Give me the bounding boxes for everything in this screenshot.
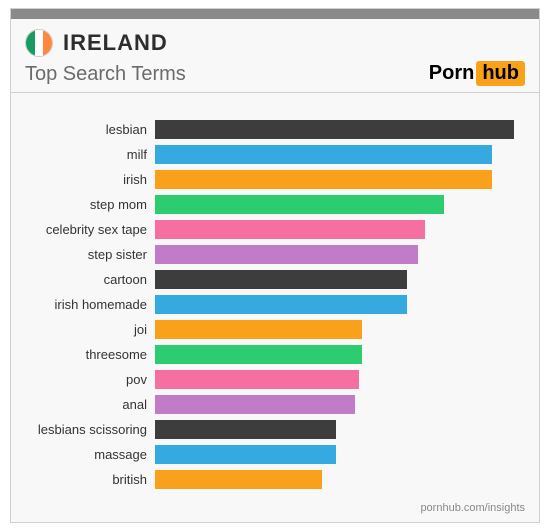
- chart-card: IRELAND Top Search Terms Porn hub lesbia…: [10, 8, 540, 523]
- flag-stripe-orange: [43, 30, 52, 56]
- bar-track: [155, 395, 525, 414]
- bar-row: british: [25, 467, 525, 492]
- bar-row: irish: [25, 167, 525, 192]
- chart-title: Top Search Terms: [25, 63, 186, 86]
- bar-fill: [155, 195, 444, 214]
- bar-label: cartoon: [25, 272, 155, 287]
- bar-fill: [155, 320, 362, 339]
- bar-fill: [155, 270, 407, 289]
- bar-track: [155, 195, 525, 214]
- bar-fill: [155, 245, 418, 264]
- bar-label: step sister: [25, 247, 155, 262]
- subheader: Top Search Terms Porn hub: [11, 61, 539, 92]
- bar-track: [155, 120, 525, 139]
- bar-label: step mom: [25, 197, 155, 212]
- bar-label: anal: [25, 397, 155, 412]
- bar-row: threesome: [25, 342, 525, 367]
- bar-track: [155, 270, 525, 289]
- bar-label: celebrity sex tape: [25, 222, 155, 237]
- bar-fill: [155, 470, 322, 489]
- bar-label: pov: [25, 372, 155, 387]
- bar-label: massage: [25, 447, 155, 462]
- bar-track: [155, 245, 525, 264]
- bar-fill: [155, 295, 407, 314]
- bar-label: lesbian: [25, 122, 155, 137]
- bar-track: [155, 470, 525, 489]
- bar-track: [155, 170, 525, 189]
- bar-fill: [155, 145, 492, 164]
- top-accent-bar: [11, 9, 539, 19]
- logo-text-2: hub: [476, 61, 525, 86]
- flag-stripe-green: [26, 30, 35, 56]
- bar-fill: [155, 170, 492, 189]
- bar-row: joi: [25, 317, 525, 342]
- bar-label: irish: [25, 172, 155, 187]
- bar-track: [155, 345, 525, 364]
- country-name: IRELAND: [63, 30, 168, 56]
- bar-fill: [155, 420, 336, 439]
- bar-track: [155, 445, 525, 464]
- bar-fill: [155, 370, 359, 389]
- bar-row: lesbian: [25, 117, 525, 142]
- divider: [11, 92, 539, 93]
- logo-text-1: Porn: [429, 62, 475, 85]
- ireland-flag-icon: [25, 29, 53, 57]
- bar-row: massage: [25, 442, 525, 467]
- bar-track: [155, 320, 525, 339]
- bar-track: [155, 420, 525, 439]
- bar-row: celebrity sex tape: [25, 217, 525, 242]
- bar-track: [155, 220, 525, 239]
- bar-row: cartoon: [25, 267, 525, 292]
- bar-track: [155, 370, 525, 389]
- bar-row: step mom: [25, 192, 525, 217]
- bar-row: lesbians scissoring: [25, 417, 525, 442]
- bar-fill: [155, 120, 514, 139]
- bar-row: anal: [25, 392, 525, 417]
- bar-fill: [155, 220, 425, 239]
- bar-fill: [155, 445, 336, 464]
- bar-label: joi: [25, 322, 155, 337]
- bar-row: step sister: [25, 242, 525, 267]
- footer-credit: pornhub.com/insights: [11, 492, 539, 522]
- flag-stripe-white: [35, 30, 44, 56]
- bar-label: milf: [25, 147, 155, 162]
- pornhub-logo: Porn hub: [429, 61, 525, 86]
- bar-row: milf: [25, 142, 525, 167]
- bar-row: irish homemade: [25, 292, 525, 317]
- bar-fill: [155, 345, 362, 364]
- bar-label: irish homemade: [25, 297, 155, 312]
- bar-label: lesbians scissoring: [25, 422, 155, 437]
- bar-track: [155, 295, 525, 314]
- bar-track: [155, 145, 525, 164]
- bar-row: pov: [25, 367, 525, 392]
- bar-label: threesome: [25, 347, 155, 362]
- header: IRELAND: [11, 19, 539, 61]
- bar-label: british: [25, 472, 155, 487]
- bar-chart: lesbian milf irish step mom celebrity sex ta…: [11, 117, 539, 492]
- bar-fill: [155, 395, 355, 414]
